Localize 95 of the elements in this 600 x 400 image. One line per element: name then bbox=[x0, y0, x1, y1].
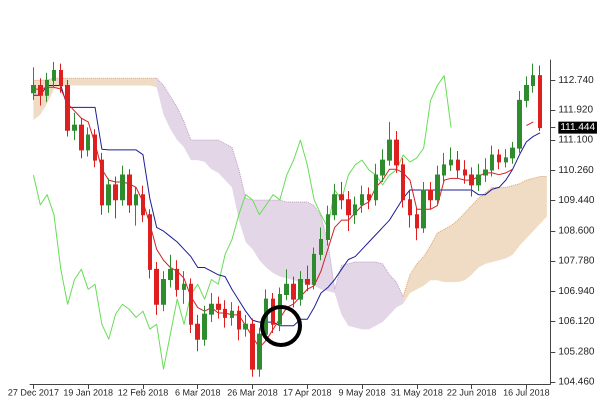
candlestick bbox=[476, 163, 481, 192]
candlestick bbox=[442, 152, 446, 182]
candlestick bbox=[45, 72, 49, 102]
x-tick-label: 17 Apr 2018 bbox=[283, 388, 332, 398]
candlestick bbox=[120, 165, 125, 206]
candlestick bbox=[490, 145, 494, 177]
candlestick bbox=[469, 166, 474, 198]
candlestick bbox=[175, 260, 179, 298]
candlestick bbox=[380, 148, 385, 182]
candlestick bbox=[332, 183, 337, 221]
y-tick-label: 110.260 bbox=[558, 165, 594, 176]
candlestick bbox=[312, 246, 316, 290]
candlestick bbox=[387, 121, 392, 166]
candlestick bbox=[298, 270, 303, 306]
candlestick bbox=[106, 178, 111, 214]
candlestick bbox=[86, 126, 90, 157]
candlestick bbox=[195, 314, 200, 352]
y-tick-label: 106.120 bbox=[558, 316, 595, 327]
candlestick bbox=[319, 226, 323, 261]
candlestick bbox=[510, 141, 515, 164]
candlestick bbox=[353, 196, 357, 224]
candlestick bbox=[134, 186, 138, 226]
x-tick-label: 12 Feb 2018 bbox=[118, 388, 168, 398]
y-tick-label: 111.920 bbox=[558, 104, 594, 116]
x-tick-label: 31 May 2018 bbox=[390, 388, 443, 398]
candlestick bbox=[216, 296, 221, 319]
candlestick bbox=[243, 314, 248, 338]
candlestick bbox=[223, 300, 227, 328]
candlestick bbox=[415, 206, 419, 241]
candlestick bbox=[72, 112, 77, 141]
x-tick-label: 9 May 2018 bbox=[338, 388, 386, 398]
candlestick bbox=[326, 205, 330, 246]
candlestick bbox=[524, 76, 529, 108]
candlestick bbox=[65, 80, 70, 137]
y-tick-label: 112.740 bbox=[558, 74, 594, 86]
candlestick bbox=[230, 302, 234, 326]
candlestick bbox=[79, 118, 84, 159]
candlestick bbox=[52, 61, 56, 88]
candlestick bbox=[517, 90, 522, 154]
candlestick bbox=[463, 160, 467, 184]
x-tick-label: 27 Dec 2017 bbox=[8, 388, 59, 398]
candlestick bbox=[346, 190, 351, 232]
candlestick bbox=[435, 165, 440, 206]
y-tick-label: 106.940 bbox=[558, 286, 595, 298]
candlestick bbox=[291, 276, 296, 308]
candlestick bbox=[394, 130, 399, 174]
candlestick bbox=[456, 150, 460, 179]
candlestick bbox=[449, 146, 453, 172]
candlestick bbox=[305, 265, 310, 292]
x-tick-label: 26 Mar 2018 bbox=[227, 388, 278, 398]
candlestick bbox=[284, 268, 289, 301]
candlestick bbox=[168, 254, 173, 288]
candlestick bbox=[141, 185, 145, 222]
x-tick-label: 19 Jan 2018 bbox=[63, 388, 113, 398]
candlestick bbox=[339, 181, 344, 210]
candlestick bbox=[237, 305, 241, 341]
line-series bbox=[32, 75, 452, 370]
x-tick-label: 6 Mar 2018 bbox=[174, 388, 221, 398]
candlestick bbox=[428, 181, 433, 210]
candlestick bbox=[367, 186, 371, 210]
y-tick-label: 111.444 bbox=[560, 122, 596, 134]
candlestick bbox=[483, 158, 488, 182]
candlestick bbox=[401, 158, 405, 208]
candlestick bbox=[59, 63, 63, 94]
candlestick bbox=[127, 168, 132, 214]
candlestick bbox=[154, 262, 159, 316]
candlestick bbox=[531, 63, 535, 94]
candlestick bbox=[148, 208, 152, 279]
candlestick bbox=[538, 64, 542, 132]
candlestick bbox=[93, 128, 97, 168]
candlestick bbox=[504, 148, 508, 168]
y-tick-label: 107.780 bbox=[558, 255, 595, 266]
y-tick-label: 104.460 bbox=[558, 376, 595, 388]
y-tick-label: 108.600 bbox=[558, 226, 595, 237]
candlestick bbox=[161, 270, 166, 312]
candlestick bbox=[189, 278, 193, 334]
candlestick bbox=[250, 318, 255, 378]
candlestick bbox=[202, 305, 207, 346]
candlestick bbox=[374, 163, 378, 206]
y-tick-label: 105.280 bbox=[558, 346, 595, 358]
candlestick bbox=[38, 78, 43, 106]
y-tick-label: 111.100 bbox=[558, 134, 594, 146]
candlestick bbox=[257, 327, 262, 378]
candlestick bbox=[209, 292, 214, 323]
candlestick bbox=[113, 176, 118, 219]
x-tick-label: 16 Jul 2018 bbox=[503, 388, 550, 398]
candlestick bbox=[408, 190, 412, 228]
candlestick bbox=[100, 152, 104, 216]
candlestick bbox=[421, 181, 426, 234]
candlestick bbox=[497, 148, 501, 170]
candlestick bbox=[360, 185, 364, 214]
y-tick-label: 109.440 bbox=[558, 195, 595, 206]
candlestick bbox=[31, 66, 36, 101]
x-tick-label: 22 Jun 2018 bbox=[446, 388, 496, 398]
candlestick bbox=[182, 270, 186, 304]
